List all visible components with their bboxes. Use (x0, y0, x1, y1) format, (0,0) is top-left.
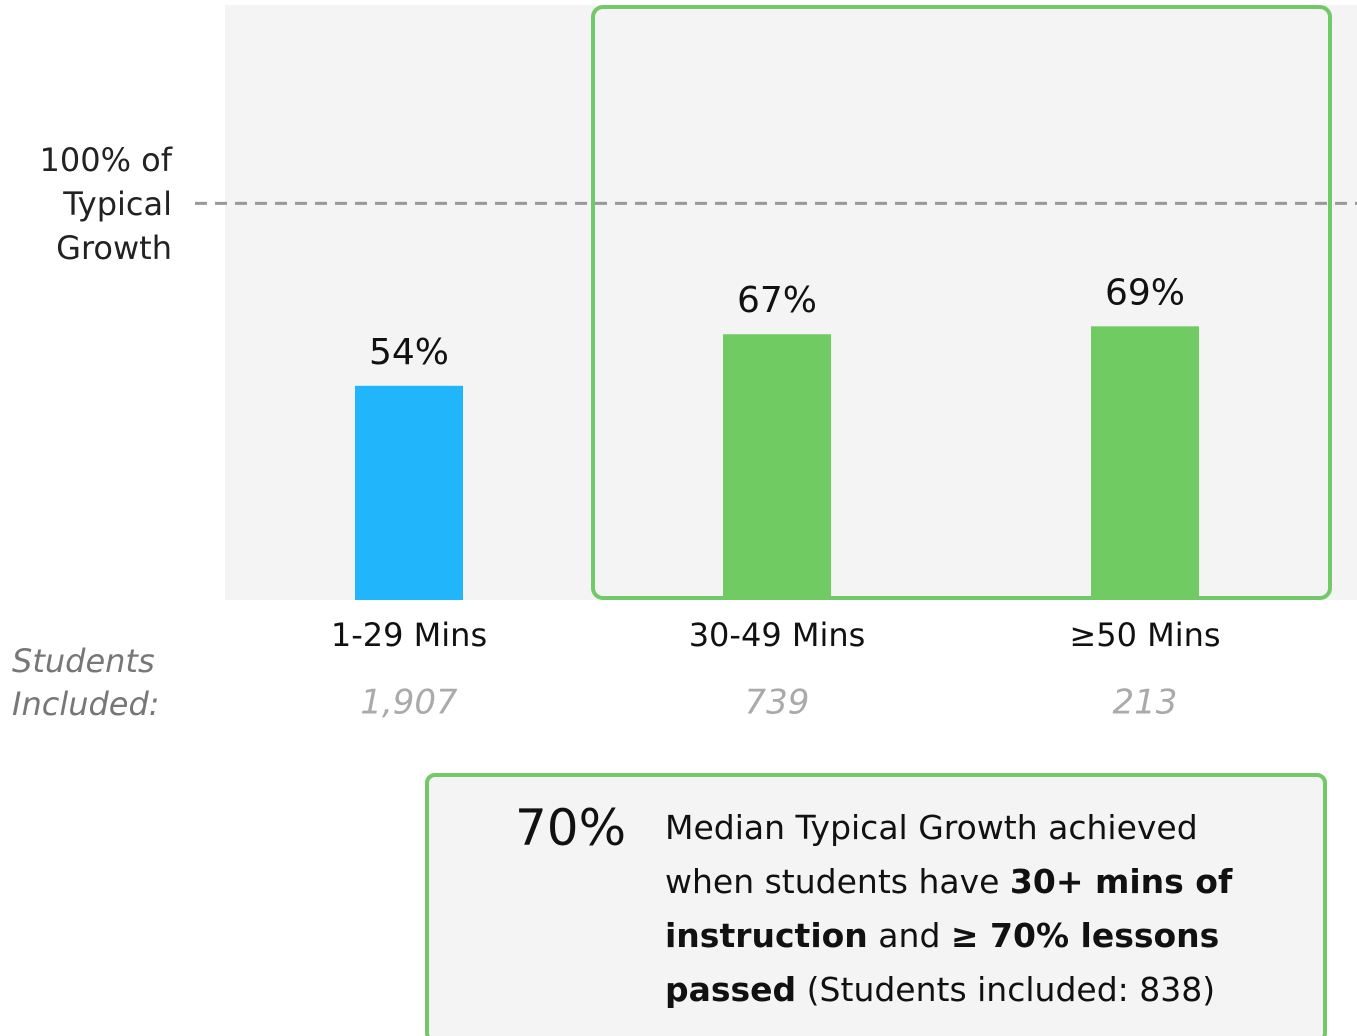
value-label: 67% (737, 280, 817, 321)
reference-label: 100% of Typical Growth (39, 141, 173, 267)
highlight-box (591, 5, 1332, 600)
callout-segment: ≥ 70% lessons passed (665, 916, 1220, 1009)
bar (723, 334, 831, 600)
student-count: 1,907 (360, 683, 458, 723)
student-count: 213 (1113, 683, 1178, 723)
callout: 70% Median Typical Growth achieved when … (425, 773, 1327, 1036)
student-count: 739 (745, 683, 810, 723)
callout-segment: 30+ mins of instruction (665, 862, 1233, 955)
x-tick-label: ≥50 Mins (1069, 616, 1220, 654)
value-label: 54% (369, 332, 449, 373)
callout-headline: 70% (515, 799, 627, 857)
callout-segment: (Students included: 838) (796, 970, 1216, 1009)
callout-segment: Median Typical Growth achieved when stud… (665, 808, 1198, 901)
x-tick-label: 1-29 Mins (331, 616, 487, 654)
value-label: 69% (1105, 272, 1185, 313)
bar (355, 385, 463, 600)
callout-segment: and (867, 916, 951, 955)
callout-text: Median Typical Growth achieved when stud… (665, 801, 1265, 1017)
students-label: Students Included: (12, 642, 160, 723)
bar (1091, 326, 1199, 600)
x-tick-label: 30-49 Mins (689, 616, 866, 654)
